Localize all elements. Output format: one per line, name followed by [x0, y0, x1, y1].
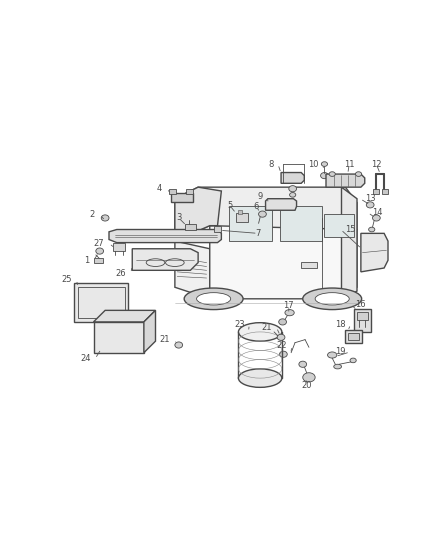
- Polygon shape: [109, 230, 221, 243]
- Ellipse shape: [369, 227, 375, 232]
- Ellipse shape: [328, 352, 337, 358]
- Bar: [93, 258, 103, 263]
- Polygon shape: [175, 241, 210, 299]
- Polygon shape: [361, 233, 388, 272]
- Text: 5: 5: [227, 201, 233, 210]
- Polygon shape: [214, 225, 221, 232]
- Text: 23: 23: [234, 320, 245, 329]
- Polygon shape: [326, 174, 365, 187]
- Text: 14: 14: [372, 208, 383, 217]
- Bar: [113, 244, 125, 251]
- Ellipse shape: [350, 358, 356, 363]
- Text: 17: 17: [283, 301, 294, 310]
- Polygon shape: [93, 310, 155, 322]
- Bar: [357, 312, 368, 320]
- Ellipse shape: [285, 310, 294, 316]
- Ellipse shape: [329, 172, 336, 176]
- Ellipse shape: [334, 364, 342, 369]
- Bar: [325, 214, 354, 237]
- Ellipse shape: [96, 248, 103, 254]
- Text: 1: 1: [84, 256, 89, 265]
- Ellipse shape: [101, 215, 109, 221]
- Ellipse shape: [238, 322, 282, 341]
- Bar: [187, 189, 193, 194]
- Text: 8: 8: [268, 159, 273, 168]
- Polygon shape: [342, 187, 357, 299]
- Ellipse shape: [303, 288, 362, 310]
- Text: 12: 12: [371, 159, 381, 168]
- Bar: [279, 206, 322, 241]
- Ellipse shape: [321, 173, 328, 179]
- Text: 6: 6: [254, 202, 259, 211]
- Text: 4: 4: [156, 184, 162, 193]
- Polygon shape: [210, 218, 357, 299]
- Text: 7: 7: [255, 229, 261, 238]
- Text: 27: 27: [94, 239, 104, 248]
- Text: 11: 11: [344, 159, 354, 168]
- Text: 21: 21: [261, 323, 272, 332]
- Bar: [348, 333, 359, 341]
- Bar: [78, 287, 124, 318]
- Ellipse shape: [299, 361, 307, 367]
- Polygon shape: [175, 187, 357, 241]
- Text: 22: 22: [277, 341, 287, 350]
- Bar: [177, 249, 192, 260]
- Ellipse shape: [258, 211, 266, 217]
- Ellipse shape: [290, 192, 296, 197]
- Text: 13: 13: [365, 194, 375, 203]
- Polygon shape: [144, 310, 155, 353]
- Text: 2: 2: [90, 211, 95, 220]
- Text: 15: 15: [346, 225, 356, 234]
- Ellipse shape: [279, 319, 286, 325]
- Text: 10: 10: [308, 159, 318, 168]
- Polygon shape: [132, 249, 198, 270]
- Bar: [171, 192, 193, 202]
- Bar: [382, 189, 388, 194]
- Ellipse shape: [303, 373, 315, 382]
- Polygon shape: [175, 187, 221, 241]
- Bar: [170, 189, 176, 194]
- Text: 18: 18: [336, 320, 346, 329]
- Bar: [345, 329, 362, 343]
- Text: 21: 21: [159, 335, 170, 344]
- Ellipse shape: [366, 202, 374, 208]
- Ellipse shape: [289, 185, 297, 192]
- Bar: [236, 213, 248, 222]
- Ellipse shape: [238, 369, 282, 387]
- Text: 26: 26: [116, 269, 126, 278]
- Ellipse shape: [197, 293, 231, 305]
- Ellipse shape: [175, 342, 183, 348]
- Ellipse shape: [184, 288, 243, 310]
- Ellipse shape: [277, 334, 285, 341]
- Text: 9: 9: [257, 192, 262, 201]
- Ellipse shape: [372, 215, 380, 221]
- Bar: [301, 262, 317, 268]
- Bar: [354, 309, 371, 332]
- Text: 20: 20: [301, 381, 312, 390]
- Bar: [373, 189, 379, 194]
- Text: 25: 25: [61, 275, 72, 284]
- Ellipse shape: [356, 172, 362, 176]
- Bar: [74, 284, 128, 322]
- Text: 24: 24: [80, 354, 90, 364]
- Ellipse shape: [315, 293, 349, 305]
- Ellipse shape: [321, 161, 328, 166]
- Polygon shape: [93, 322, 144, 353]
- Bar: [185, 224, 196, 230]
- Text: 19: 19: [335, 348, 346, 357]
- Text: 16: 16: [356, 300, 366, 309]
- Polygon shape: [281, 173, 304, 183]
- Text: 3: 3: [176, 213, 181, 222]
- Bar: [229, 206, 272, 241]
- Polygon shape: [265, 199, 297, 210]
- Ellipse shape: [279, 351, 287, 357]
- Bar: [238, 210, 242, 214]
